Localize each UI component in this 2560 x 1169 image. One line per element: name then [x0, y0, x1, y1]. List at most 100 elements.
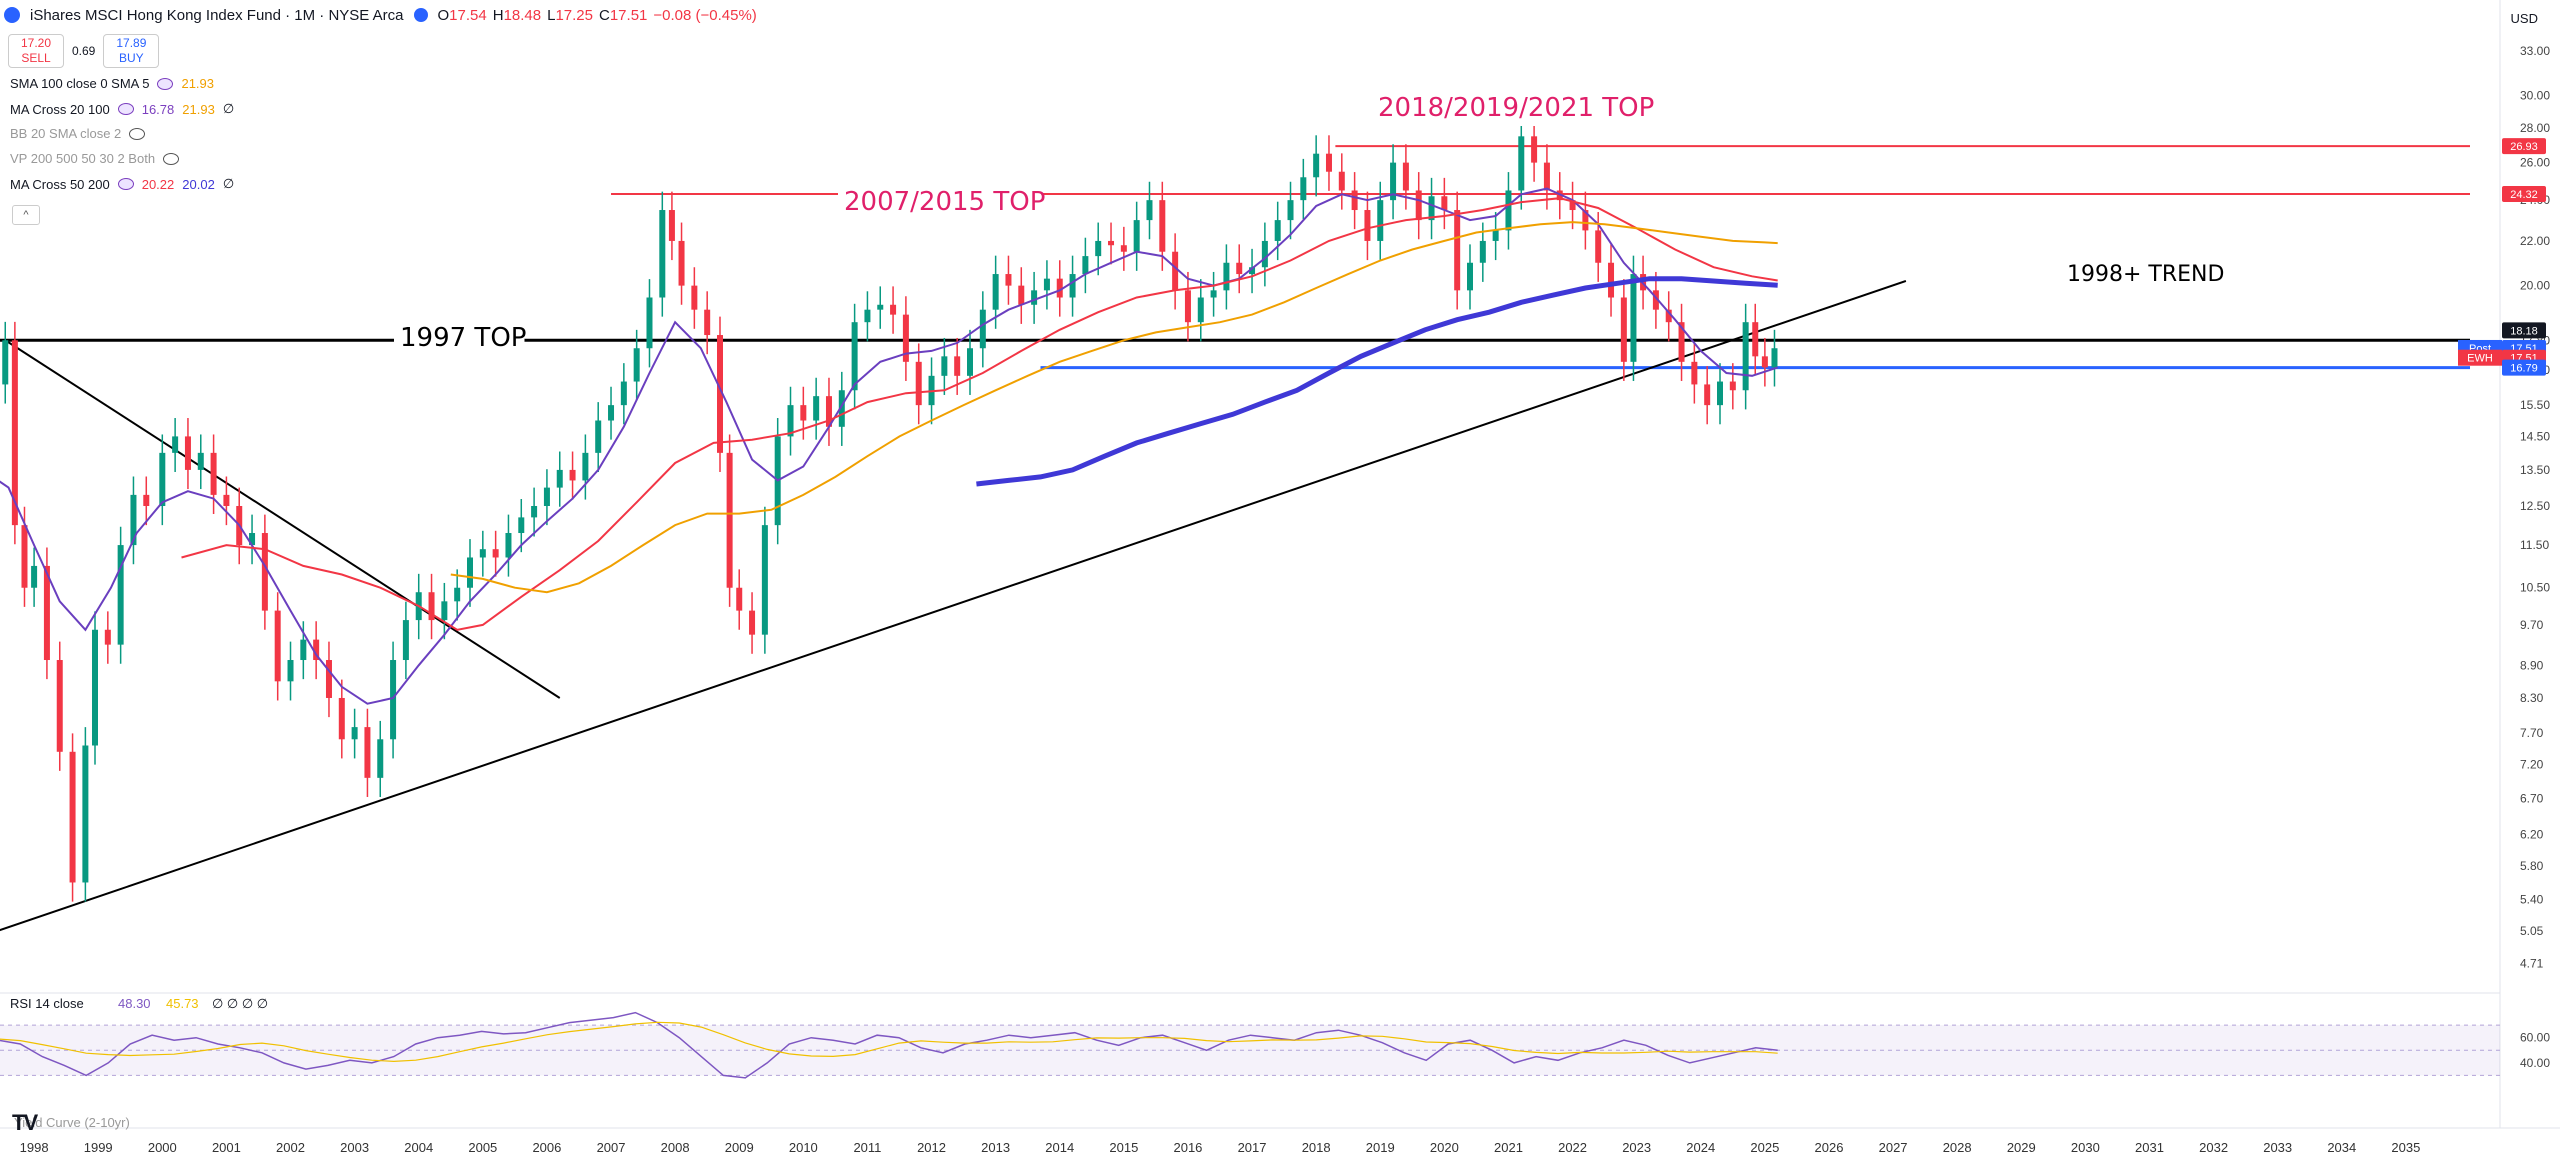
indicator-legend-item[interactable]: VP 200 500 50 30 2 Both: [10, 151, 180, 166]
x-tick-label: 2014: [1045, 1140, 1074, 1155]
candle-body: [1261, 240, 1268, 268]
ohlc-key: C: [599, 6, 610, 24]
ma-line-ma-200: [976, 276, 1778, 487]
collapse-indicators-button[interactable]: ^: [12, 205, 40, 225]
symbol-title[interactable]: iShares MSCI Hong Kong Index Fund · 1M ·…: [30, 6, 404, 24]
x-tick-label: 2028: [1943, 1140, 1972, 1155]
indicator-value: 16.78: [141, 101, 175, 117]
tradingview-logo[interactable]: TV: [12, 1110, 38, 1135]
candle-body: [1095, 240, 1102, 257]
candle-body: [668, 210, 675, 241]
candle-body: [56, 660, 63, 752]
x-tick-label: 2000: [148, 1140, 177, 1155]
sell-button[interactable]: 17.20 SELL: [8, 34, 64, 68]
price-tag-value: 18.18: [2510, 325, 2538, 337]
candle-body: [1043, 278, 1050, 291]
y-tick-label: 12.50: [2520, 499, 2550, 513]
visibility-eye-icon[interactable]: [157, 77, 174, 90]
candle-body: [441, 601, 448, 621]
candle-body: [210, 452, 217, 495]
indicator-value: 20.22: [141, 176, 175, 192]
candle-body: [1454, 210, 1461, 291]
candle-body: [633, 348, 640, 382]
y-tick-label: 4.71: [2520, 957, 2544, 971]
x-tick-label: 2030: [2071, 1140, 2100, 1155]
candle-body: [69, 751, 76, 883]
y-tick-label: 6.20: [2520, 828, 2544, 842]
x-tick-label: 2011: [853, 1140, 881, 1155]
candle-body: [21, 525, 28, 588]
x-tick-label: 2026: [1815, 1140, 1844, 1155]
visibility-eye-icon[interactable]: [129, 127, 146, 140]
y-tick-label: 6.70: [2520, 791, 2544, 805]
candle-body: [1300, 177, 1307, 201]
y-tick-label: 5.40: [2520, 893, 2544, 907]
candle-body: [1630, 274, 1637, 362]
candle-body: [749, 610, 756, 635]
candle-body: [1467, 262, 1473, 291]
annotation-bg: [1372, 92, 1649, 126]
x-tick-label: 1998: [20, 1140, 49, 1155]
candle-body: [1608, 262, 1615, 298]
annotation-bg: [394, 322, 525, 356]
candle-body: [11, 340, 18, 526]
rsi-legend-value: 48.30: [118, 996, 151, 1011]
candle-body: [1338, 171, 1345, 191]
candle-body: [915, 361, 922, 406]
indicator-legend-item[interactable]: MA Cross 20 100 16.78 21.93 ∅: [10, 101, 234, 117]
price-tag-value: 24.32: [2510, 189, 2538, 201]
candle-body: [1274, 220, 1281, 241]
candle-body: [1120, 245, 1127, 252]
ohlc-value: −0.08 (−0.45%): [653, 6, 757, 24]
x-tick-label: 1999: [84, 1140, 113, 1155]
candle-body: [1691, 361, 1698, 385]
candle-body: [1505, 190, 1512, 231]
rsi-ma-line: [0, 1021, 1778, 1063]
visibility-eye-icon[interactable]: [163, 152, 180, 165]
candle-body: [941, 356, 948, 376]
buy-label: BUY: [119, 51, 144, 65]
x-tick-label: 2015: [1109, 1140, 1138, 1155]
candle-body: [838, 390, 845, 427]
candle-body: [1492, 230, 1499, 241]
indicator-legend-item[interactable]: SMA 100 close 0 SMA 5 21.93: [10, 76, 214, 91]
candle-body: [1402, 162, 1409, 191]
visibility-eye-icon[interactable]: [117, 103, 134, 115]
ohlc-key: O: [437, 6, 450, 24]
y-tick-label: 15.50: [2520, 398, 2550, 412]
candle-body: [954, 356, 961, 376]
price-tag-value: 16.79: [2510, 363, 2538, 375]
indicator-legend-item[interactable]: MA Cross 50 200 20.22 20.02 ∅: [10, 176, 234, 192]
candle-body: [1569, 200, 1576, 211]
x-tick-label: 2018: [1302, 1140, 1331, 1155]
candle-body: [1652, 290, 1659, 310]
visibility-eye-icon[interactable]: [117, 178, 134, 190]
candle-body: [678, 240, 685, 286]
y-tick-label: 7.20: [2520, 758, 2544, 772]
currency-label[interactable]: USD: [2510, 11, 2538, 26]
candle-body: [287, 660, 294, 682]
candle-body: [1210, 290, 1217, 298]
x-tick-label: 2003: [340, 1140, 369, 1155]
indicator-legend-item[interactable]: BB 20 SMA close 2: [10, 126, 146, 141]
x-tick-label: 2031: [2135, 1140, 2164, 1155]
candle-body: [92, 629, 98, 746]
candle-body: [967, 348, 973, 376]
y-tick-label: 8.90: [2520, 658, 2544, 672]
y-tick-label: 10.50: [2520, 581, 2550, 595]
y-tick-label: 33.00: [2520, 44, 2550, 58]
candle-body: [390, 660, 397, 740]
x-tick-label: 2022: [1558, 1140, 1587, 1155]
candle-body: [261, 533, 268, 611]
candle-body: [1518, 136, 1525, 191]
ohlc-value: 18.48: [503, 6, 542, 24]
buy-button[interactable]: 17.89 BUY: [103, 34, 160, 68]
candle-body: [890, 304, 897, 315]
candle-body: [325, 660, 332, 698]
candle-body: [1351, 190, 1358, 211]
y-tick-label: 13.50: [2520, 463, 2550, 477]
x-tick-label: 2007: [597, 1140, 626, 1155]
x-tick-label: 2005: [468, 1140, 497, 1155]
x-tick-label: 2016: [1173, 1140, 1202, 1155]
